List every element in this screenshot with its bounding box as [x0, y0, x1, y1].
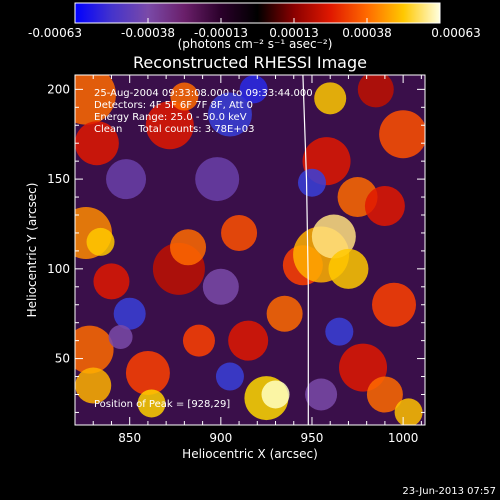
heatmap-blob — [394, 398, 423, 425]
heatmap-blob — [195, 157, 240, 202]
y-tick-label: 200 — [47, 82, 70, 96]
heatmap-blob — [93, 263, 130, 300]
x-axis-label: Heliocentric X (arcsec) — [182, 447, 318, 461]
heatmap-blob — [215, 362, 244, 391]
colorbar: -0.00063 -0.00038 -0.00013 0.00013 0.00038 0.… — [28, 2, 481, 51]
heatmap-blob — [239, 75, 268, 104]
colorbar-tick-label: 0.00038 — [342, 26, 392, 40]
plot-frame — [74, 74, 426, 426]
heatmap-blob — [75, 75, 116, 125]
heatmap-blob — [86, 227, 115, 256]
heatmap-blob — [170, 82, 199, 111]
colorbar-gradient — [74, 2, 441, 24]
x-axis: 850 900 950 1000 — [74, 75, 422, 445]
heatmap-blob — [379, 110, 425, 159]
heatmap-blob — [364, 186, 405, 227]
annotation-detectors: Detectors: 4F 5F 6F 7F 8F, Att 0 — [94, 100, 253, 111]
heatmap-blob — [325, 317, 354, 346]
x-tick-label: 900 — [209, 431, 232, 445]
heatmap-blob — [106, 159, 147, 200]
heatmap-blob — [305, 378, 338, 411]
heatmap-blob — [113, 297, 146, 330]
annotation-clean-counts: Clean Total counts: 3.78E+03 — [94, 124, 254, 135]
colorbar-tick-label: 0.00013 — [269, 26, 319, 40]
y-axis-label: Heliocentric Y (arcsec) — [25, 183, 39, 318]
heatmap-blob — [314, 82, 347, 115]
heatmap-blob — [207, 92, 252, 137]
heatmap-blob — [108, 325, 133, 350]
annotation-energy-range: Energy Range: 25.0 - 50.0 keV — [94, 112, 247, 123]
colorbar-tick-label: -0.00063 — [28, 26, 82, 40]
heatmap-blob — [357, 75, 394, 108]
heatmap-blob — [311, 214, 356, 259]
heatmap-blob — [372, 282, 417, 327]
annotation-time-range: 25-Aug-2004 09:33:08.000 to 09:33:44.000 — [94, 88, 313, 99]
solar-limb-line — [302, 75, 309, 425]
heatmap-blob — [75, 121, 119, 166]
colorbar-ticks: -0.00063 -0.00038 -0.00013 0.00013 0.00038 0.… — [28, 18, 481, 40]
heatmap-blob — [202, 268, 239, 305]
annotation-block: 25-Aug-2004 09:33:08.000 to 09:33:44.000… — [94, 88, 313, 135]
footer-timestamp: 23-Jun-2013 07:57 — [402, 486, 496, 497]
colorbar-tick-label: 0.00063 — [431, 26, 481, 40]
y-tick-label: 50 — [55, 352, 70, 366]
chart-title: Reconstructed RHESSI Image — [133, 53, 367, 72]
heatmap-blob — [75, 325, 114, 374]
heatmap-blobs — [75, 75, 425, 425]
y-tick-label: 150 — [47, 172, 70, 186]
colorbar-tick-label: -0.00013 — [194, 26, 248, 40]
y-tick-label: 100 — [47, 262, 70, 276]
heatmap-blob — [137, 389, 166, 418]
heatmap-blob — [266, 295, 303, 332]
y-axis: 50 100 150 200 — [47, 82, 425, 413]
colorbar-tick-label: -0.00038 — [121, 26, 175, 40]
x-tick-label: 950 — [301, 431, 324, 445]
heatmap-blob — [221, 214, 258, 251]
heatmap-blob — [297, 168, 326, 197]
heatmap-blob — [182, 324, 215, 357]
x-tick-label: 850 — [118, 431, 141, 445]
heatmap-blob — [75, 367, 112, 404]
heatmap-blob — [328, 248, 369, 289]
heatmap-blob — [125, 350, 170, 395]
heatmap-image — [75, 75, 425, 425]
heatmap-blob — [145, 101, 194, 150]
x-tick-label: 1000 — [388, 431, 419, 445]
heatmap-blob — [228, 320, 269, 361]
heatmap-blob — [366, 376, 403, 413]
peak-position-label: Position of Peak = [928,29] — [94, 399, 230, 410]
heatmap-blob — [261, 380, 290, 409]
heatmap-blob — [170, 229, 207, 266]
colorbar-units-label: (photons cm⁻² s⁻¹ asec⁻²) — [178, 37, 333, 51]
